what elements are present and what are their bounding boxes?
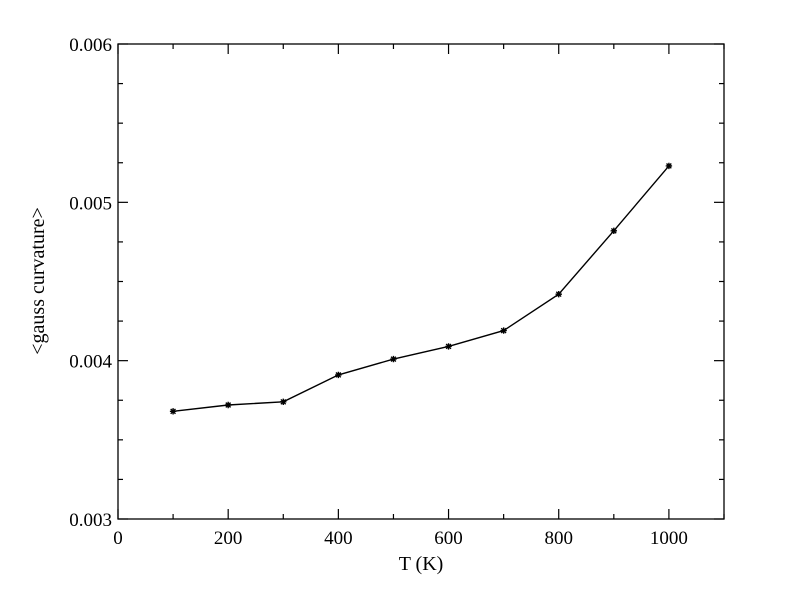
y-tick-label: 0.003 <box>69 510 112 531</box>
series-line <box>173 165 670 412</box>
x-tick-label: 200 <box>214 528 243 549</box>
y-tick-label: 0.004 <box>69 352 112 373</box>
data-point <box>169 408 177 415</box>
data-point <box>224 401 232 409</box>
data-point <box>555 290 562 298</box>
y-tick-label: 0.006 <box>69 35 112 56</box>
data-point <box>445 343 452 350</box>
x-tick-label: 0 <box>113 528 123 549</box>
data-point <box>390 355 397 363</box>
data-point <box>665 162 673 170</box>
data-point <box>610 227 618 235</box>
x-axis-ticks: 0 200 400 600 800 1000 <box>113 44 725 549</box>
series-layer <box>169 162 673 415</box>
data-point <box>500 327 507 334</box>
x-tick-label: 400 <box>324 528 353 549</box>
y-axis-title: <gauss curvature> <box>27 207 49 355</box>
data-point <box>335 371 342 379</box>
data-point <box>280 398 287 406</box>
x-tick-label: 1000 <box>650 528 688 549</box>
x-tick-label: 800 <box>544 528 573 549</box>
x-axis-title: T (K) <box>399 553 444 575</box>
x-tick-label: 600 <box>434 528 463 549</box>
y-tick-label: 0.005 <box>69 193 112 214</box>
plot-frame <box>117 43 725 520</box>
y-axis-ticks: 0.003 0.004 0.005 0.006 <box>69 35 724 531</box>
